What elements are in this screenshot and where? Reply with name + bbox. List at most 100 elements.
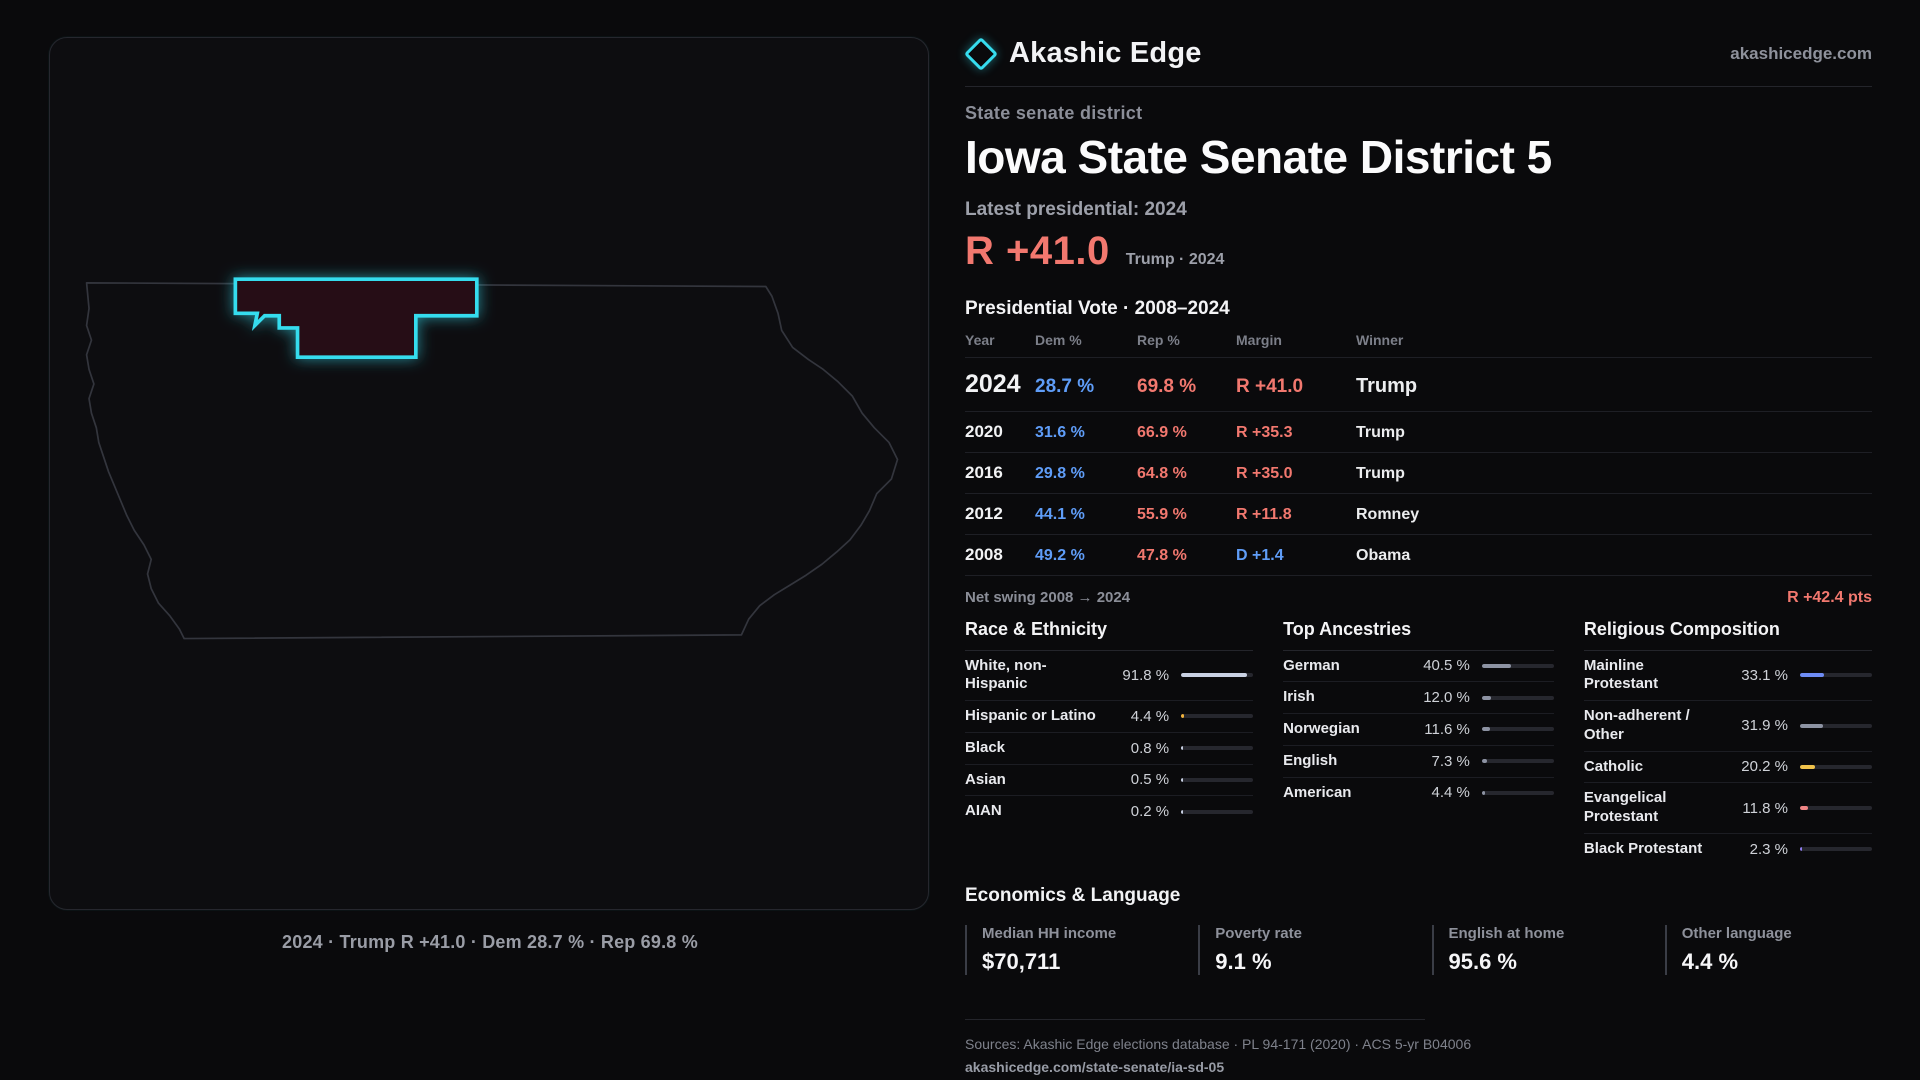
demographic-label: White, non-Hispanic: [965, 656, 1047, 693]
demographic-bar-track: [1800, 764, 1872, 769]
demographic-label: Catholic: [1583, 757, 1644, 775]
permalink[interactable]: akashicedge.com/state-senate/ia-sd-05: [965, 1058, 1225, 1075]
demographic-rows: White, non-Hispanic 91.8 % Hispanic or L…: [965, 651, 1254, 828]
result-year: 2020: [965, 421, 1003, 441]
demographic-bar-track: [1481, 759, 1554, 764]
demographic-row: Irish 12.0 %: [1283, 682, 1554, 715]
demographic-row: Black 0.8 %: [965, 733, 1254, 765]
demographic-bar-fill: [1481, 663, 1512, 668]
demographic-value: 12.0 %: [1423, 689, 1470, 707]
district-5-shape: [233, 277, 479, 359]
stat-label: Poverty rate: [1215, 924, 1302, 942]
demographic-rows: German 40.5 % Irish 12.0 % Norwegian 11.…: [1283, 651, 1554, 809]
demographic-value: 2.3 %: [1749, 840, 1788, 858]
result-year: 2012: [965, 503, 1003, 523]
demographic-value: 4.4 %: [1431, 784, 1470, 802]
result-dem-pct: 49.2 %: [1035, 546, 1085, 564]
header-divider: [965, 86, 1872, 87]
demographic-section: Race & Ethnicity White, non-Hispanic 91.…: [965, 619, 1254, 865]
pres-result-row: 2016 29.8 % 64.8 % R +35.0 Trump: [965, 453, 1872, 494]
demographic-bar-track: [1181, 714, 1254, 719]
economics-title: Economics & Language: [965, 884, 1181, 906]
col-header-margin: Margin: [1236, 331, 1282, 348]
demographic-value: 20.2 %: [1741, 758, 1788, 776]
col-header-dem: Dem %: [1035, 331, 1082, 348]
col-header-year: Year: [965, 331, 995, 348]
result-dem-pct: 29.8 %: [1035, 464, 1085, 482]
iowa-map: [85, 277, 899, 640]
result-dem-pct: 28.7 %: [1035, 375, 1095, 397]
result-rep-pct: 47.8 %: [1137, 546, 1187, 564]
demographic-label: Evangelical Protestant: [1583, 789, 1667, 826]
col-header-winner: Winner: [1356, 331, 1404, 348]
demographic-row: Norwegian 11.6 %: [1283, 714, 1554, 746]
table-title: Presidential Vote · 2008–2024: [965, 297, 1230, 319]
result-margin: R +41.0: [1236, 375, 1304, 397]
demographic-bar-fill: [1481, 695, 1491, 700]
headline-margin-note: Trump · 2024: [1125, 250, 1225, 268]
demographic-bar-track: [1181, 746, 1254, 751]
demographic-value: 40.5 %: [1423, 657, 1470, 675]
demographic-value: 4.4 %: [1130, 707, 1170, 725]
sources-line: Sources: Akashic Edge elections database…: [965, 1035, 1472, 1052]
demographic-value: 0.5 %: [1130, 771, 1170, 789]
result-margin: R +11.8: [1236, 505, 1292, 523]
pres-result-row: 2020 31.6 % 66.9 % R +35.3 Trump: [965, 412, 1872, 453]
demographic-label: Black Protestant: [1583, 839, 1703, 857]
demographic-bar-track: [1481, 695, 1554, 700]
economics-stats: Median HH income $70,711 Poverty rate 9.…: [965, 924, 1872, 975]
stat-card: English at home 95.6 %: [1431, 924, 1639, 975]
result-year: 2008: [965, 544, 1003, 564]
result-winner: Obama: [1356, 546, 1411, 564]
demographic-bar-track: [1181, 777, 1254, 782]
demographic-section: Religious Composition Mainline Protestan…: [1583, 619, 1872, 865]
result-winner: Trump: [1356, 423, 1405, 441]
demographic-row: Non-adherent / Other 31.9 %: [1583, 701, 1872, 752]
demographic-bar-fill: [1481, 727, 1491, 732]
result-year: 2024: [965, 369, 1021, 398]
map-caption: 2024 · Trump R +41.0 · Dem 28.7 % · Rep …: [282, 932, 698, 952]
iowa-state-outline: [85, 282, 899, 640]
brand-domain-link[interactable]: akashicedge.com: [1730, 43, 1872, 63]
map-section: 2024 · Trump R +41.0 · Dem 28.7 % · Rep …: [49, 37, 931, 953]
net-swing-label: Net swing 2008 → 2024: [965, 588, 1131, 606]
pres-result-row: 2008 49.2 % 47.8 % D +1.4 Obama: [965, 535, 1872, 576]
demographic-bar-fill: [1181, 746, 1183, 751]
demographic-value: 0.8 %: [1130, 739, 1170, 757]
demographic-row: Catholic 20.2 %: [1583, 752, 1872, 784]
demographic-bar-fill: [1800, 806, 1809, 811]
demographic-bar-fill: [1181, 777, 1183, 782]
demographic-row: White, non-Hispanic 91.8 %: [965, 651, 1254, 702]
demographic-value: 31.9 %: [1741, 717, 1788, 735]
result-rep-pct: 55.9 %: [1137, 505, 1187, 523]
demographic-bar-fill: [1181, 809, 1183, 814]
stat-label: Other language: [1681, 924, 1792, 942]
demographic-label: Black: [965, 738, 1006, 756]
demographic-value: 11.6 %: [1424, 720, 1470, 738]
demographic-bar-track: [1800, 847, 1872, 852]
stat-value: $70,711: [982, 948, 1061, 974]
demographic-bar-track: [1481, 790, 1554, 795]
demographic-value: 0.2 %: [1130, 803, 1170, 821]
demographic-label: American: [1283, 783, 1352, 801]
stat-card: Poverty rate 9.1 %: [1198, 924, 1405, 975]
stat-card: Median HH income $70,711: [965, 924, 1172, 975]
map-panel: [49, 37, 929, 910]
result-rep-pct: 69.8 %: [1137, 375, 1197, 397]
district-type-label: State senate district: [965, 103, 1143, 123]
demographic-label: Norwegian: [1283, 720, 1360, 738]
brand: Akashic Edge: [964, 36, 1202, 71]
brand-name: Akashic Edge: [1009, 37, 1202, 69]
demographic-bar-track: [1481, 727, 1554, 732]
demographic-bar-fill: [1800, 847, 1802, 852]
demographic-row: American 4.4 %: [1283, 778, 1554, 809]
demographic-bar-track: [1481, 663, 1554, 668]
demographic-row: Black Protestant 2.3 %: [1584, 834, 1872, 865]
demographic-row: Evangelical Protestant 11.8 %: [1583, 783, 1872, 834]
demographic-value: 11.8 %: [1742, 799, 1788, 817]
demographic-section-title: Top Ancestries: [1283, 619, 1554, 651]
demographic-row: Mainline Protestant 33.1 %: [1583, 651, 1872, 702]
result-margin: R +35.0: [1236, 464, 1293, 482]
stat-card: Other language 4.4 %: [1664, 924, 1872, 975]
page-title: Iowa State Senate District 5: [965, 131, 1552, 183]
